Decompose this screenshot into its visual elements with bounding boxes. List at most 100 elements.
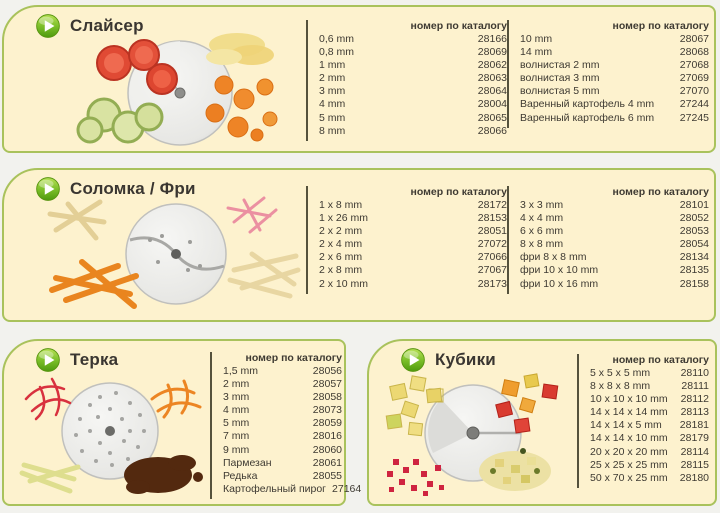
catalog-table: номер по каталогу 1 x 8 mm 28172 1 x 26 …	[306, 186, 507, 294]
row-size: 14 mm	[520, 46, 553, 59]
catalog-column-header: номер по каталогу	[410, 186, 507, 198]
table-row: 2 x 6 mm 27066	[319, 251, 507, 264]
row-size: фри 10 x 16 mm	[520, 277, 599, 290]
table-row: 2 x 2 mm 28051	[319, 225, 507, 238]
table-row: 10 mm 28067	[520, 33, 709, 46]
row-size: 5 mm	[223, 417, 250, 430]
table-row: 10 x 10 x 10 mm 28112	[590, 393, 709, 406]
row-code: 28180	[679, 471, 709, 484]
row-size: фри 8 x 8 mm	[520, 251, 587, 264]
table-row: 1 x 8 mm 28172	[319, 199, 507, 212]
row-size: 3 mm	[319, 85, 346, 98]
catalog-table: номер по каталогу 1,5 mm 28056 2 mm 2805…	[210, 352, 361, 499]
catalog-column-header: номер по каталогу	[612, 20, 709, 32]
table-row: 2 x 4 mm 27072	[319, 238, 507, 251]
row-size: 2 x 8 mm	[319, 264, 363, 277]
row-code: 28055	[312, 469, 342, 482]
table-row: 7 mm 28016	[223, 430, 342, 443]
play-icon	[36, 177, 60, 201]
table-row: Картофельный пирог 27164	[223, 482, 361, 496]
row-code: 27164	[332, 482, 362, 495]
row-size: 3 x 3 mm	[520, 199, 564, 211]
table-row: фри 10 x 10 mm 28135	[520, 264, 709, 277]
table-row: 8 x 8 mm 28054	[520, 238, 709, 251]
play-icon	[36, 14, 60, 38]
section-title: Соломка / Фри	[70, 179, 196, 198]
row-code: 28068	[679, 46, 709, 59]
row-code: 28066	[477, 124, 507, 137]
beige-sticks-right	[227, 251, 301, 299]
row-size: 14 x 14 x 14 mm	[590, 406, 668, 419]
catalog-table: номер по каталогу 0,6 mm 28166 0,8 mm 28…	[306, 20, 507, 141]
row-code: 28153	[477, 212, 507, 225]
section-julienne: Соломка / Фри	[2, 168, 716, 322]
row-size: волнистая 5 mm	[520, 85, 600, 98]
section-header: Терка	[36, 348, 118, 372]
row-size: 5 x 5 x 5 mm	[590, 367, 651, 379]
row-code: 28113	[680, 406, 709, 419]
section-header: Кубики	[401, 348, 496, 372]
table-row: фри 10 x 16 mm 28158	[520, 278, 709, 291]
shredded-cabbage	[206, 33, 274, 65]
row-code: 27070	[679, 85, 709, 98]
catalog-table: номер по каталогу 10 mm 28067 14 mm 2806…	[507, 20, 709, 128]
row-code: 27244	[679, 98, 709, 111]
section-header: Слайсер	[36, 14, 144, 38]
row-size: 2 mm	[319, 72, 346, 85]
table-row: 2 x 8 mm 27067	[319, 264, 507, 277]
table-row: 4 x 4 mm 28052	[520, 212, 709, 225]
row-code: 27069	[679, 72, 709, 85]
yellow-cubes	[385, 375, 444, 437]
table-row: волнистая 5 mm 27070	[520, 85, 709, 98]
row-code: 28060	[312, 443, 342, 456]
row-size: 2 x 6 mm	[319, 251, 363, 264]
zucchini-strips	[19, 462, 81, 494]
section-title: Слайсер	[70, 16, 144, 35]
table-row: волнистая 2 mm 27068	[520, 59, 709, 72]
row-code: 28062	[477, 59, 507, 72]
row-code: 27066	[477, 251, 507, 264]
row-size: 0,6 mm	[319, 33, 355, 45]
cucumber-slices	[76, 97, 164, 144]
table-row: 5 x 5 x 5 mm 28110	[590, 367, 709, 380]
row-size: 2 x 2 mm	[319, 225, 363, 238]
table-row: 1 mm 28062	[319, 59, 507, 72]
row-size: фри 10 x 10 mm	[520, 264, 599, 277]
row-size: 1 x 8 mm	[319, 199, 363, 211]
row-size: 1 x 26 mm	[319, 212, 369, 225]
row-code: 27067	[477, 264, 507, 277]
row-size: 8 x 8 x 8 mm	[590, 380, 651, 393]
row-size: 7 mm	[223, 430, 250, 443]
row-code: 28115	[680, 458, 709, 471]
row-code: 28179	[679, 432, 709, 445]
table-row: 3 mm 28058	[223, 391, 342, 404]
table-row: 0,8 mm 28069	[319, 46, 507, 59]
row-size: волнистая 2 mm	[520, 59, 600, 72]
catalog-table: номер по каталогу 5 x 5 x 5 mm 28110 8 x…	[577, 354, 709, 488]
row-code: 28110	[680, 367, 709, 379]
row-size: Варенный картофель 4 mm	[520, 98, 655, 111]
section-title: Терка	[70, 350, 119, 369]
row-code: 28056	[312, 365, 342, 377]
row-size: 1 mm	[319, 59, 346, 72]
julienne-product-photo	[47, 196, 301, 309]
catalog-table: номер по каталогу 3 x 3 mm 28101 4 x 4 m…	[507, 186, 709, 294]
table-row: 3 mm 28064	[319, 85, 507, 98]
section-slicer: Слайсер	[2, 5, 716, 153]
table-row: 4 mm 28004	[319, 98, 507, 111]
section-grater: Терка	[2, 339, 361, 506]
row-size: 2 mm	[223, 378, 250, 391]
table-row: 14 x 14 x 10 mm 28179	[590, 432, 709, 445]
row-code: 28158	[679, 277, 709, 290]
row-code: 28061	[312, 456, 342, 469]
table-row: 6 x 6 mm 28053	[520, 225, 709, 238]
grater-teeth	[74, 391, 146, 467]
row-size: Картофельный пирог	[223, 482, 327, 495]
row-code: 28057	[312, 378, 342, 391]
chocolate-crumble	[124, 455, 203, 494]
table-row: волнистая 3 mm 27069	[520, 72, 709, 85]
row-code: 28111	[681, 380, 709, 393]
play-icon	[36, 348, 60, 372]
row-code: 28101	[679, 199, 709, 211]
